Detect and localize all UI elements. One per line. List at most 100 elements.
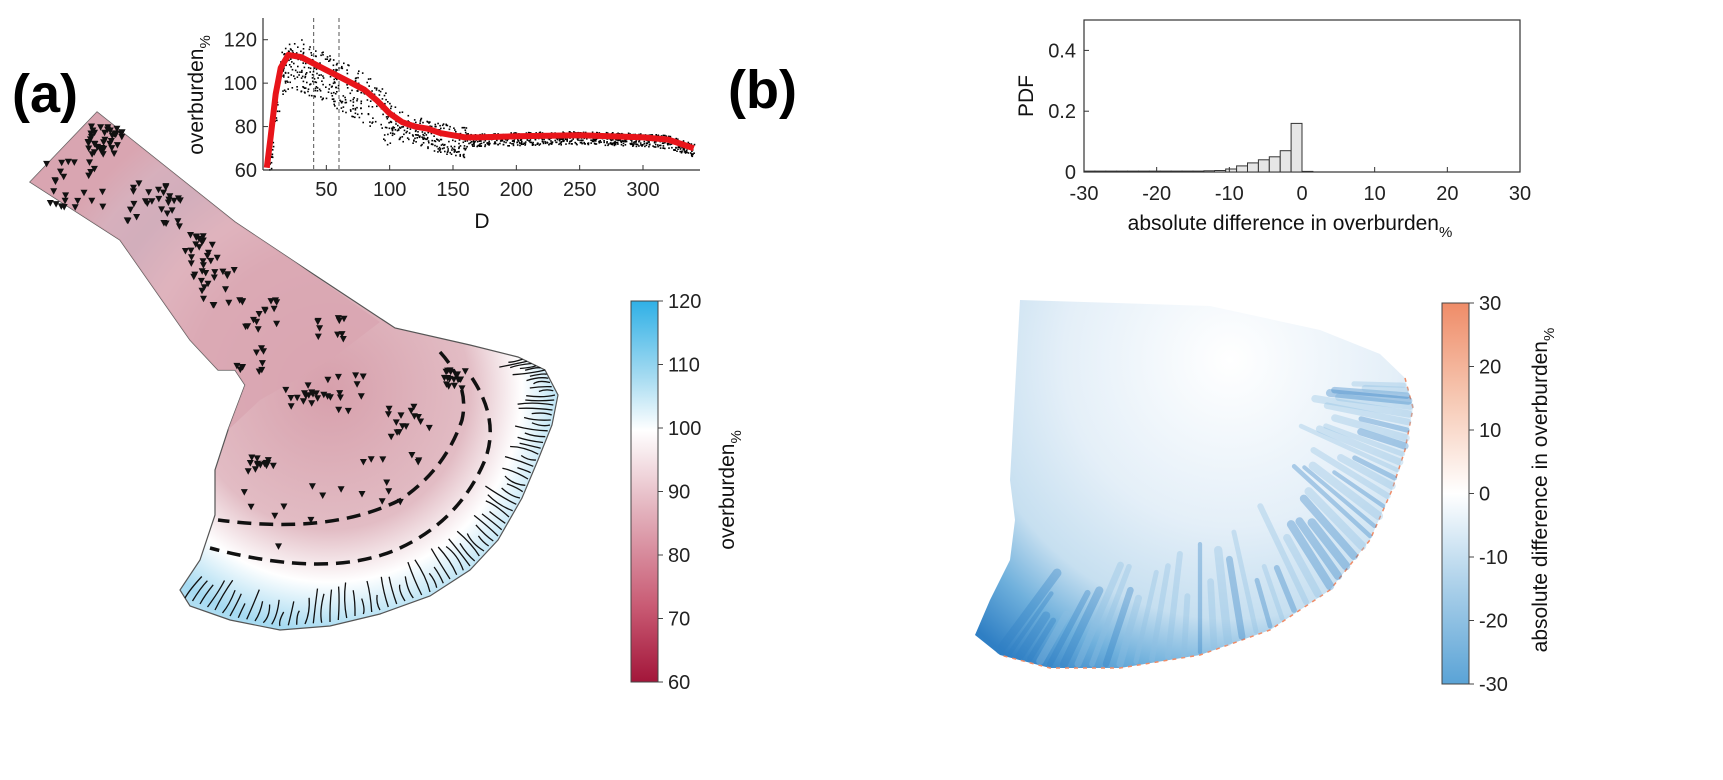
scatter-point xyxy=(479,143,481,145)
scatter-point xyxy=(640,133,642,135)
histogram-bars xyxy=(1083,122,1314,173)
scatter-point xyxy=(440,151,442,153)
scatter-point xyxy=(670,143,673,145)
difference-streak xyxy=(1046,589,1091,668)
scatter-point xyxy=(635,143,637,145)
channel xyxy=(473,514,499,537)
observation-marker xyxy=(396,498,404,506)
observation-marker xyxy=(273,320,281,328)
scatter-point xyxy=(319,62,321,64)
observation-marker xyxy=(447,368,455,376)
scatter-point xyxy=(452,139,454,142)
scatter-point xyxy=(340,107,343,109)
observation-marker xyxy=(99,203,107,211)
scatter-point xyxy=(586,138,588,140)
scatter-point xyxy=(346,72,349,75)
scatter-point xyxy=(378,89,380,92)
scatter-point xyxy=(659,147,662,149)
scatter-point xyxy=(576,143,578,146)
scatter-point xyxy=(692,153,694,156)
scatter-point xyxy=(406,130,408,133)
scatter-point xyxy=(316,87,319,89)
scatter-point xyxy=(417,131,419,133)
scatter-point xyxy=(633,143,635,145)
scatter-point xyxy=(433,140,436,142)
scatter-point xyxy=(613,141,615,144)
scatter-point xyxy=(294,77,296,80)
scatter-point xyxy=(336,78,338,81)
svg-text:overburden%: overburden% xyxy=(185,35,214,155)
scatter-point xyxy=(463,126,466,129)
histogram-bar xyxy=(1203,170,1216,173)
scatter-point xyxy=(646,142,648,144)
scatter-point xyxy=(401,111,404,113)
scatter-point xyxy=(429,121,431,123)
scatter-point xyxy=(686,151,688,154)
scatter-point xyxy=(614,140,616,143)
scatter-point xyxy=(420,144,422,147)
observation-marker xyxy=(101,136,109,144)
scatter-point xyxy=(657,144,659,146)
scatter-point xyxy=(454,129,456,131)
scatter-point xyxy=(311,77,314,79)
scatter-point xyxy=(366,99,369,101)
scatter-point xyxy=(422,142,425,144)
scatter-point xyxy=(610,138,612,141)
scatter-point xyxy=(360,102,362,105)
observation-marker xyxy=(87,169,95,176)
scatter-point xyxy=(275,117,278,119)
scatter-point xyxy=(652,145,654,147)
channel xyxy=(524,432,546,438)
observation-marker xyxy=(200,284,208,291)
scatter-point xyxy=(290,58,292,60)
scatter-point xyxy=(598,132,601,134)
histogram-bar xyxy=(1127,170,1139,173)
scatter-point xyxy=(640,144,642,146)
scatter-point xyxy=(425,138,427,141)
scatter-point xyxy=(624,139,627,142)
scatter-point xyxy=(422,121,424,124)
scatter-point xyxy=(635,140,637,142)
scatter-point xyxy=(653,140,656,143)
difference-streak xyxy=(1225,555,1246,640)
difference-streak xyxy=(1015,611,1051,660)
observation-marker xyxy=(61,197,69,205)
difference-streak xyxy=(1214,545,1233,646)
scatter-point xyxy=(446,151,449,153)
scatter-point xyxy=(441,147,444,150)
scatter-point xyxy=(421,136,423,138)
scatter-point xyxy=(544,142,547,145)
scatter-point xyxy=(287,50,290,52)
scatter-point xyxy=(510,132,512,134)
histogram-bar xyxy=(1236,165,1248,173)
scatter-point xyxy=(522,143,524,145)
scatter-point xyxy=(334,105,336,107)
scatter-point xyxy=(433,135,435,137)
difference-streak xyxy=(995,568,1062,655)
scatter-point xyxy=(332,59,335,61)
scatter-point xyxy=(516,144,519,146)
difference-streak xyxy=(1361,384,1409,394)
scatter-point xyxy=(388,121,390,124)
scatter-point xyxy=(521,140,523,143)
scatter-point xyxy=(581,142,583,145)
observation-marker xyxy=(86,159,93,166)
scatter-point xyxy=(337,87,340,89)
scatter-point xyxy=(405,131,407,134)
scatter-point xyxy=(683,148,685,150)
inset-x-tick-label: 200 xyxy=(500,179,533,201)
scatter-point xyxy=(462,155,465,158)
scatter-point xyxy=(679,150,681,153)
scatter-point xyxy=(445,123,447,126)
difference-streak xyxy=(1307,518,1351,571)
observation-marker xyxy=(399,423,406,430)
scatter-point xyxy=(544,140,546,143)
scatter-point xyxy=(301,75,304,78)
scatter-point xyxy=(480,145,483,147)
scatter-point xyxy=(328,60,330,62)
colorbar-tick-label: 110 xyxy=(668,355,700,377)
scatter-point xyxy=(453,148,455,151)
scatter-point xyxy=(302,48,305,50)
scatter-point xyxy=(523,142,525,144)
scatter-point xyxy=(459,153,461,156)
